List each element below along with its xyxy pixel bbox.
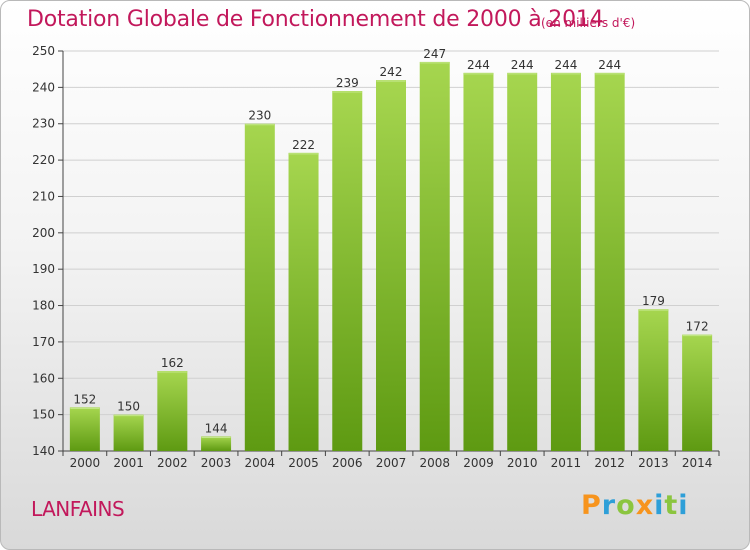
- value-label: 162: [161, 356, 184, 370]
- value-label: 152: [73, 392, 96, 406]
- y-tick-label: 140: [32, 444, 55, 458]
- x-tick-label: 2005: [288, 456, 319, 470]
- bar-2002[interactable]: [157, 371, 188, 451]
- chart-title: Dotation Globale de Fonctionnement de 20…: [27, 7, 604, 32]
- logo-letter: i: [678, 490, 689, 521]
- y-tick-label: 240: [32, 80, 55, 94]
- y-tick-label: 250: [32, 44, 55, 58]
- value-label: 230: [248, 109, 271, 123]
- x-tick-label: 2007: [376, 456, 407, 470]
- value-label: 222: [292, 138, 315, 152]
- x-tick-label: 2011: [551, 456, 582, 470]
- value-label: 150: [117, 400, 140, 414]
- value-label: 179: [642, 294, 665, 308]
- value-label: 144: [205, 421, 228, 435]
- y-tick-label: 170: [32, 335, 55, 349]
- y-tick-label: 220: [32, 153, 55, 167]
- bar-2005[interactable]: [288, 152, 319, 451]
- value-label: 242: [380, 65, 403, 79]
- logo-letter: o: [616, 490, 636, 521]
- bar-2003[interactable]: [201, 436, 232, 451]
- logo-letter: x: [635, 490, 655, 521]
- value-label: 244: [554, 58, 577, 72]
- y-tick-label: 160: [32, 371, 55, 385]
- bar-2000[interactable]: [69, 407, 100, 451]
- bar-2008[interactable]: [419, 61, 450, 452]
- x-tick-label: 2010: [507, 456, 538, 470]
- logo-letter: t: [664, 490, 679, 521]
- x-tick-label: 2009: [463, 456, 494, 470]
- x-tick-label: 2002: [157, 456, 188, 470]
- x-tick-label: 2001: [113, 456, 144, 470]
- logo-letter: r: [601, 490, 617, 521]
- label-layer: 2000 152 2001 150 2002 162 2003 144 2004 230 2005 2…: [70, 47, 713, 470]
- value-label: 239: [336, 76, 359, 90]
- value-label: 244: [511, 58, 534, 72]
- y-tick-label: 180: [32, 299, 55, 313]
- value-label: 247: [423, 47, 446, 61]
- bar-2006[interactable]: [332, 91, 363, 451]
- value-label: 172: [686, 320, 709, 334]
- x-tick-label: 2013: [638, 456, 669, 470]
- y-tick-label: 190: [32, 262, 55, 276]
- x-tick-label: 2014: [682, 456, 713, 470]
- bar-2010[interactable]: [507, 72, 538, 452]
- bar-layer: [69, 61, 713, 452]
- y-tick-label: 200: [32, 226, 55, 240]
- x-tick-label: 2003: [201, 456, 232, 470]
- bar-2001[interactable]: [113, 414, 144, 451]
- x-tick-label: 2008: [419, 456, 450, 470]
- unit-label: (en milliers d'€): [541, 16, 636, 30]
- x-tick-label: 2012: [594, 456, 625, 470]
- value-label: 244: [467, 58, 490, 72]
- bar-2009[interactable]: [463, 72, 494, 452]
- y-tick-label: 230: [32, 117, 55, 131]
- bar-2011[interactable]: [550, 72, 581, 452]
- bar-2007[interactable]: [376, 80, 406, 451]
- value-label: 244: [598, 58, 621, 72]
- bar-2004[interactable]: [244, 123, 275, 452]
- x-tick-label: 2006: [332, 456, 363, 470]
- x-tick-label: 2000: [70, 456, 101, 470]
- bar-2014[interactable]: [682, 334, 713, 451]
- bar-2012[interactable]: [594, 72, 625, 452]
- place-name: LANFAINS: [31, 497, 125, 521]
- logo-letter: i: [654, 490, 665, 521]
- x-tick-label: 2004: [245, 456, 276, 470]
- proxiti-logo[interactable]: Proxiti: [581, 490, 689, 521]
- y-tick-label: 150: [32, 408, 55, 422]
- logo-letter: P: [581, 490, 602, 521]
- y-tick-label: 210: [32, 189, 55, 203]
- bar-2013[interactable]: [638, 309, 669, 451]
